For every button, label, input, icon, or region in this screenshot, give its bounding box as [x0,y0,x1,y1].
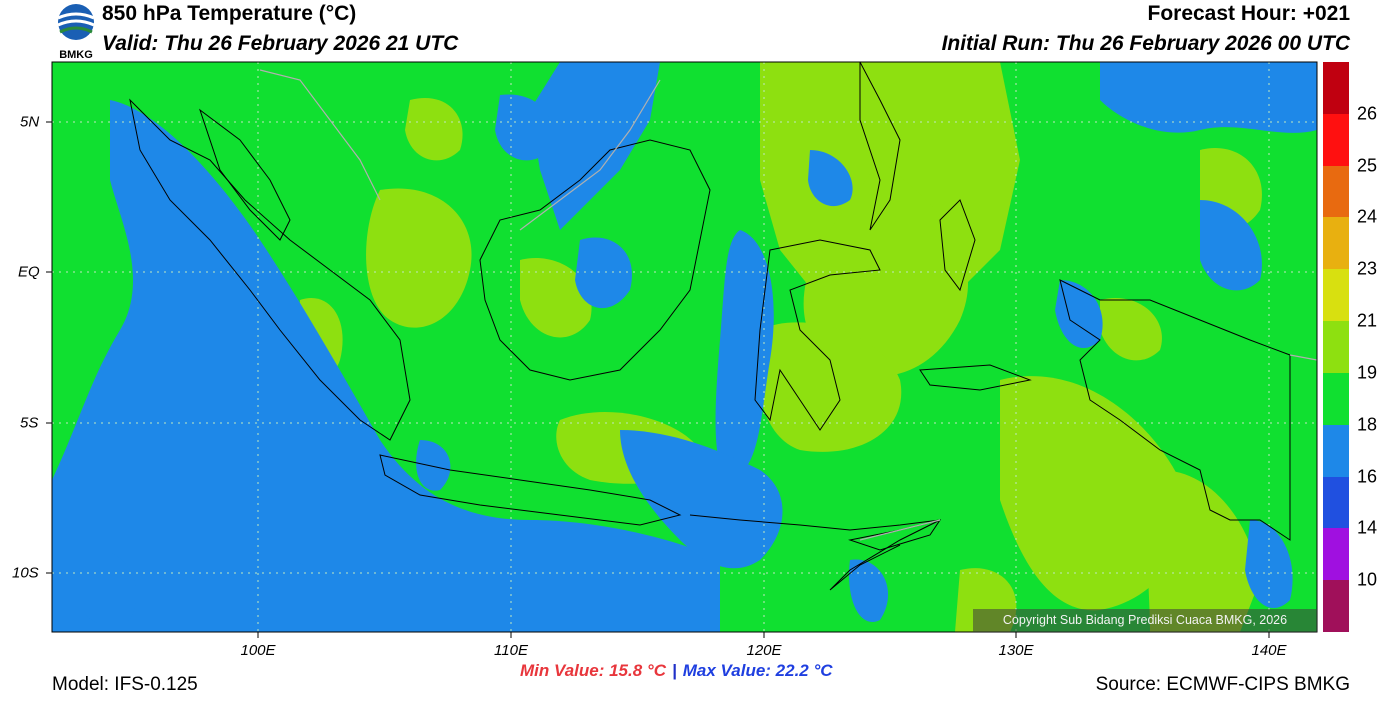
copyright-notice: Copyright Sub Bidang Prediksi Cuaca BMKG… [973,609,1317,632]
forecast-hour: Forecast Hour: +021 [1147,2,1351,25]
colorbar-segment [1323,269,1349,322]
philippines-coast [859,62,901,231]
maluku2-coast [919,364,1032,391]
valid-time: Valid: Thu 26 February 2026 21 UTC [102,32,459,55]
malay-coast [199,108,291,241]
lon-label: 110E [494,642,528,659]
colorbar-label: 10 [1357,569,1378,590]
colorbar-segment [1323,424,1349,478]
colorbar-label: 14 [1357,517,1378,538]
sulawesi-coast [754,239,881,431]
new-guinea-coast [1059,279,1291,541]
colorbar-label: 24 [1357,206,1378,227]
initial-run: Initial Run: Thu 26 February 2026 00 UTC [941,32,1350,55]
colorbar-segment [1323,217,1349,270]
map-frame [51,61,1318,633]
sumatra-coast [129,98,411,441]
value-separator: | [672,661,677,680]
colorbar-label: 21 [1357,310,1378,331]
country-borders [259,69,1317,541]
borneo-coast [479,139,711,381]
min-max-values: Min Value: 15.8 °C | Max Value: 22.2 °C [520,661,833,681]
colorbar-label: 23 [1357,258,1378,279]
lat-label: EQ [18,263,40,281]
colorbar [1323,62,1349,633]
logo-text: BMKG [59,49,93,60]
axis-ticks [46,121,1270,638]
cool-regions [52,62,1317,632]
max-value: Max Value: 22.2 °C [682,661,833,680]
colorbar-label: 19 [1357,362,1378,383]
colorbar-label: 16 [1357,466,1378,487]
colorbar-label: 25 [1357,155,1378,176]
colorbar-label: 18 [1357,414,1378,435]
maluku-coast [939,199,976,292]
bmkg-logo: BMKG [57,4,95,60]
lon-label: 100E [240,642,276,659]
colorbar-segment [1323,580,1349,633]
lat-label: 5S [20,414,39,432]
colorbar-label: 26 [1357,103,1378,124]
graticule [52,62,1317,632]
colorbar-segment [1323,165,1349,218]
lat-label: 10S [12,564,39,582]
colorbar-segment [1323,528,1349,581]
map-title: 850 hPa Temperature (°C) [102,2,357,25]
coastlines [129,62,1291,591]
colorbar-segment [1323,321,1349,374]
model-name: Model: IFS-0.125 [52,674,198,695]
java-coast [379,454,682,526]
min-value: Min Value: 15.8 °C [520,661,666,680]
colorbar-segment [1323,113,1349,167]
lon-label: 130E [998,642,1034,659]
lon-label: 120E [746,642,782,659]
lat-label: 5N [20,113,40,131]
lon-label: 140E [1251,642,1287,659]
colorbar-segment [1323,62,1349,115]
colorbar-segment [1323,476,1349,529]
colorbar-segment [1323,372,1349,426]
data-source: Source: ECMWF-CIPS BMKG [1095,674,1350,695]
